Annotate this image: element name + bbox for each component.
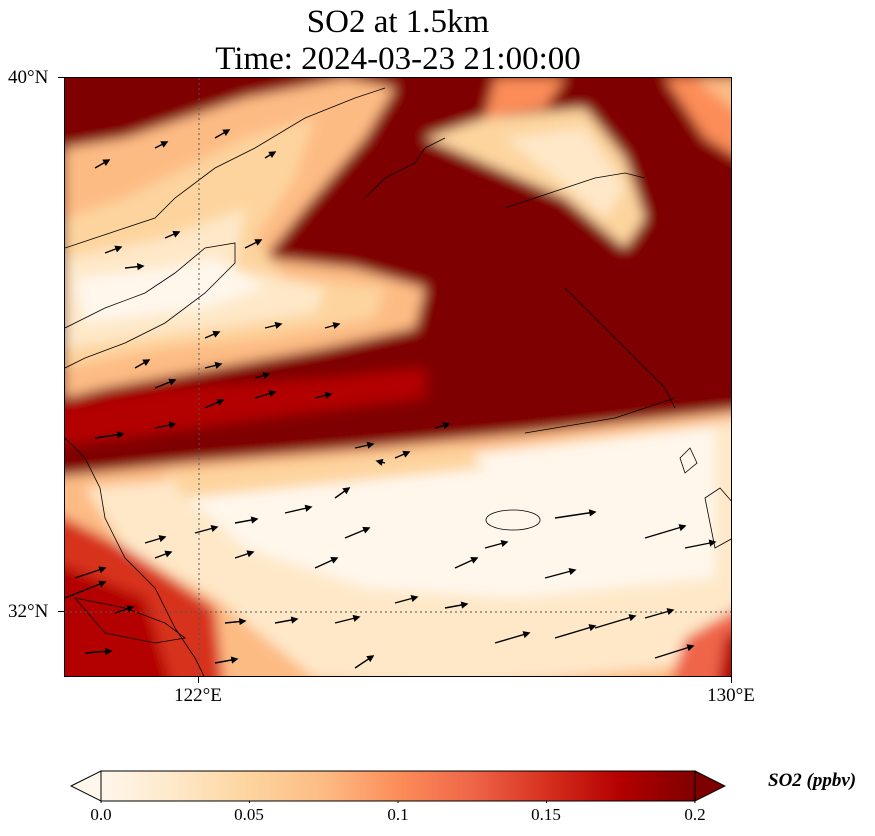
gridlines bbox=[65, 78, 731, 676]
wind-vector-arrowhead bbox=[568, 567, 577, 575]
wind-vector-arrowhead bbox=[342, 487, 351, 495]
wind-vector-arrowhead bbox=[98, 580, 107, 588]
x-tick-mark bbox=[198, 677, 199, 683]
wind-vector-arrow bbox=[594, 615, 636, 629]
wind-vector-arrowhead bbox=[366, 441, 375, 449]
wind-vector-arrowhead bbox=[222, 129, 231, 136]
colorbar-label: SO2 (ppbv) bbox=[768, 770, 857, 791]
wind-vector-arrow bbox=[554, 625, 596, 639]
wind-vector-arrowhead bbox=[375, 458, 384, 466]
wind-vector-arrowhead bbox=[588, 624, 597, 632]
wind-vector-arrowhead bbox=[366, 655, 375, 663]
x-tick-mark bbox=[731, 677, 732, 683]
wind-vector-arrowhead bbox=[402, 450, 411, 458]
wind-vector-arrowhead bbox=[262, 372, 271, 380]
wind-vector-arrowhead bbox=[98, 566, 107, 574]
wind-vector-arrowhead bbox=[268, 151, 277, 159]
map-plot-area bbox=[64, 77, 732, 677]
colorbar-extend-max bbox=[694, 770, 726, 802]
wind-vector-arrowhead bbox=[168, 421, 177, 429]
colorbar-tick-3: 0.15 bbox=[531, 805, 561, 824]
lon-label-130e: 130°E bbox=[707, 685, 755, 706]
wind-vector-arrowhead bbox=[116, 431, 125, 439]
map-subtitle-time: Time: 2024-03-23 21:00:00 bbox=[215, 41, 581, 77]
wind-vector-arrowhead bbox=[210, 524, 219, 533]
wind-vector-arrowhead bbox=[105, 647, 113, 656]
wind-vector-arrowhead bbox=[168, 378, 177, 386]
colorbar bbox=[70, 770, 726, 803]
map-title: SO2 at 1.5km bbox=[306, 4, 490, 40]
y-tick-mark bbox=[58, 77, 64, 78]
wind-vector-arrowhead bbox=[230, 656, 239, 664]
so2-field-map bbox=[65, 78, 731, 676]
wind-vector-arrowhead bbox=[172, 230, 181, 238]
wind-vector-arrowhead bbox=[212, 330, 221, 338]
wind-vector-arrowhead bbox=[304, 504, 313, 512]
wind-vector-arrowhead bbox=[214, 361, 223, 369]
wind-vector-arrow bbox=[654, 645, 694, 659]
wind-vector-arrowhead bbox=[274, 321, 283, 329]
wind-vector-arrow bbox=[65, 581, 106, 599]
wind-vector-arrowhead bbox=[500, 539, 509, 548]
wind-vector-arrowhead bbox=[666, 608, 675, 616]
y-tick-mark bbox=[58, 611, 64, 612]
wind-vector-arrowhead bbox=[678, 524, 687, 532]
wind-vector-arrowhead bbox=[268, 390, 277, 398]
colorbar-tick-0: 0.0 bbox=[90, 805, 112, 824]
wind-vectors bbox=[65, 129, 717, 669]
wind-vector-arrowhead bbox=[470, 557, 479, 564]
wind-vector-arrowhead bbox=[708, 539, 717, 547]
wind-vector-arrowhead bbox=[332, 322, 341, 330]
wind-vector-arrowhead bbox=[158, 535, 167, 543]
wind-vector-arrowhead bbox=[114, 245, 123, 253]
wind-vector-arrowhead bbox=[254, 239, 263, 246]
wind-vector-arrowhead bbox=[164, 550, 173, 558]
so2-concentration-field bbox=[65, 78, 731, 676]
wind-vector-arrowhead bbox=[410, 594, 419, 603]
wind-vector-arrowhead bbox=[324, 391, 333, 399]
wind-vector-arrowhead bbox=[102, 159, 111, 166]
wind-vector-arrow bbox=[554, 511, 596, 519]
lat-label-40n: 40°N bbox=[8, 67, 49, 88]
wind-vector-arrowhead bbox=[126, 605, 135, 613]
wind-vector-arrowhead bbox=[442, 422, 451, 430]
wind-vector-arrowhead bbox=[588, 509, 597, 517]
wind-vector-arrowhead bbox=[246, 550, 255, 558]
wind-vector-arrowhead bbox=[250, 516, 259, 524]
wind-vector-arrowhead bbox=[460, 601, 469, 609]
wind-vector-arrowhead bbox=[686, 644, 695, 652]
wind-vector-arrowhead bbox=[136, 263, 145, 271]
wind-vector-arrowhead bbox=[238, 617, 247, 626]
wind-vector-arrowhead bbox=[216, 398, 225, 406]
wind-vector-arrow bbox=[494, 632, 530, 644]
lon-label-122e: 122°E bbox=[174, 685, 222, 706]
wind-vector-arrowhead bbox=[290, 616, 299, 624]
wind-vector-arrow bbox=[644, 525, 686, 539]
colorbar-tick-4: 0.2 bbox=[684, 805, 706, 824]
coastline bbox=[65, 87, 731, 676]
wind-vector-arrowhead bbox=[160, 141, 169, 148]
wind-vector-arrowhead bbox=[330, 557, 339, 564]
colorbar-tick-2: 0.1 bbox=[387, 805, 409, 824]
wind-vector-arrowhead bbox=[628, 614, 637, 622]
wind-vector-arrowhead bbox=[362, 526, 371, 534]
wind-vector-arrowhead bbox=[522, 631, 531, 639]
lat-label-32n: 32°N bbox=[8, 601, 49, 622]
colorbar-extend-min bbox=[70, 770, 102, 802]
wind-vector-arrowhead bbox=[352, 614, 361, 622]
colorbar-tick-1: 0.05 bbox=[234, 805, 264, 824]
colorbar-gradient bbox=[100, 770, 696, 802]
wind-vector-arrowhead bbox=[142, 359, 151, 366]
